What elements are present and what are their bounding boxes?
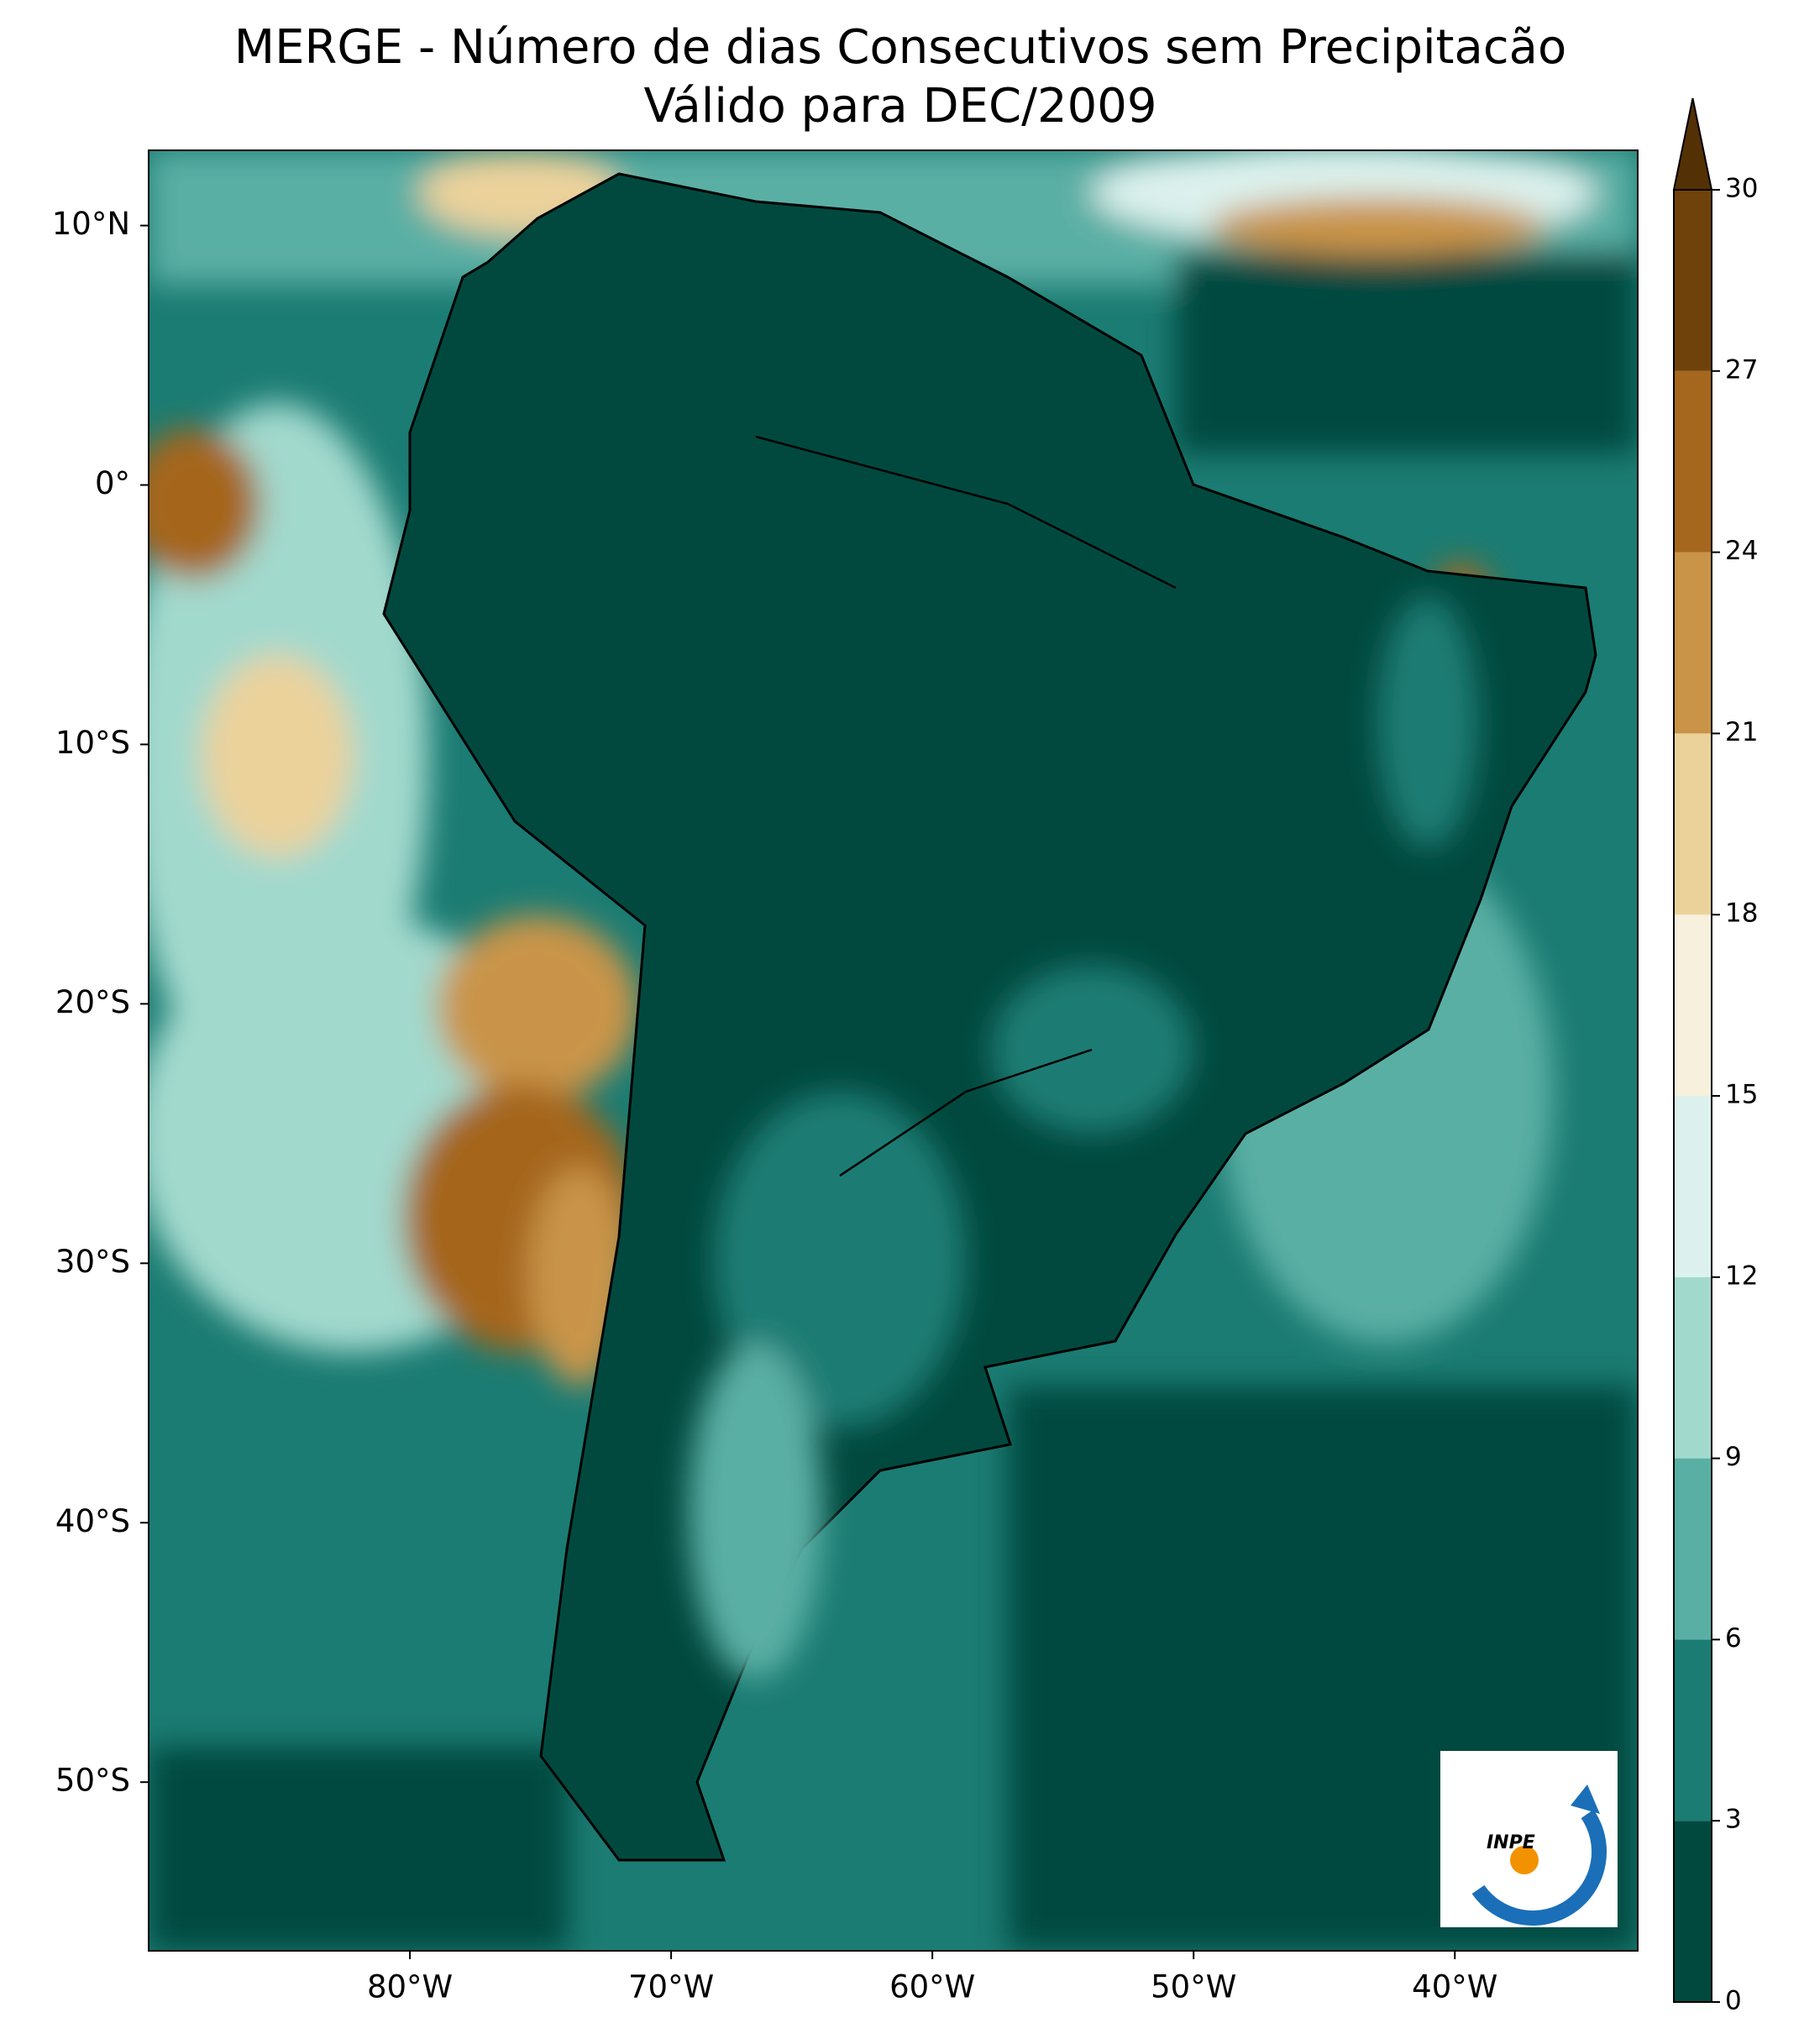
colorbar-band — [1674, 1276, 1712, 1459]
colorbar-band — [1674, 1458, 1712, 1640]
map-frame — [148, 149, 1639, 1952]
colorbar-extension — [1672, 97, 1713, 191]
colorbar-label: 24 — [1725, 536, 1758, 566]
colorbar-label: 30 — [1725, 174, 1758, 204]
field-patches — [149, 150, 1638, 1951]
colorbar-label: 6 — [1725, 1623, 1742, 1654]
borders — [617, 435, 1177, 1238]
colorbar-label: 18 — [1725, 899, 1758, 929]
colorbar-band — [1674, 1096, 1712, 1277]
x-tick-label: 60°W — [889, 1969, 975, 2005]
logo-text: INPE — [1487, 1832, 1535, 1853]
y-tick-label: 10°S — [55, 725, 130, 761]
logo-arrow — [1571, 1785, 1600, 1814]
colorbar-band — [1674, 552, 1712, 734]
colorbar-label: 0 — [1725, 1986, 1742, 2016]
x-tick-label: 40°W — [1412, 1969, 1497, 2005]
subtitle: Válido para DEC/2009 — [644, 79, 1157, 134]
y-tick-label: 0° — [95, 465, 130, 501]
logo-swoosh — [1471, 1809, 1607, 1926]
title: MERGE - Número de dias Consecutivos sem … — [234, 20, 1566, 75]
map-field — [149, 150, 1638, 1951]
y-tick-label: 20°S — [55, 984, 130, 1020]
colorbar-label: 9 — [1725, 1442, 1742, 1472]
y-tick-label: 50°S — [55, 1763, 130, 1799]
colorbar-band — [1674, 370, 1712, 553]
colorbar-label: 15 — [1725, 1080, 1758, 1110]
y-tick-label: 10°N — [52, 206, 130, 242]
x-tick-label: 70°W — [628, 1969, 714, 2005]
colorbar-band — [1674, 733, 1712, 915]
x-tick-label: 80°W — [367, 1969, 453, 2005]
colorbar-label: 27 — [1725, 354, 1758, 385]
colorbar-band — [1674, 190, 1712, 371]
colorbar-band — [1674, 1639, 1712, 1821]
colorbar-label: 12 — [1725, 1260, 1758, 1291]
x-tick-label: 50°W — [1151, 1969, 1236, 2005]
logo: INPE — [1440, 1751, 1618, 1927]
colorbar-label: 3 — [1725, 1805, 1742, 1835]
y-tick-label: 30°S — [55, 1244, 130, 1280]
logo-sun — [1510, 1846, 1539, 1874]
colorbar-label: 21 — [1725, 717, 1758, 747]
y-tick-label: 40°S — [55, 1503, 130, 1539]
colorbar-band — [1674, 915, 1712, 1096]
colorbar-band — [1674, 1821, 1712, 2002]
